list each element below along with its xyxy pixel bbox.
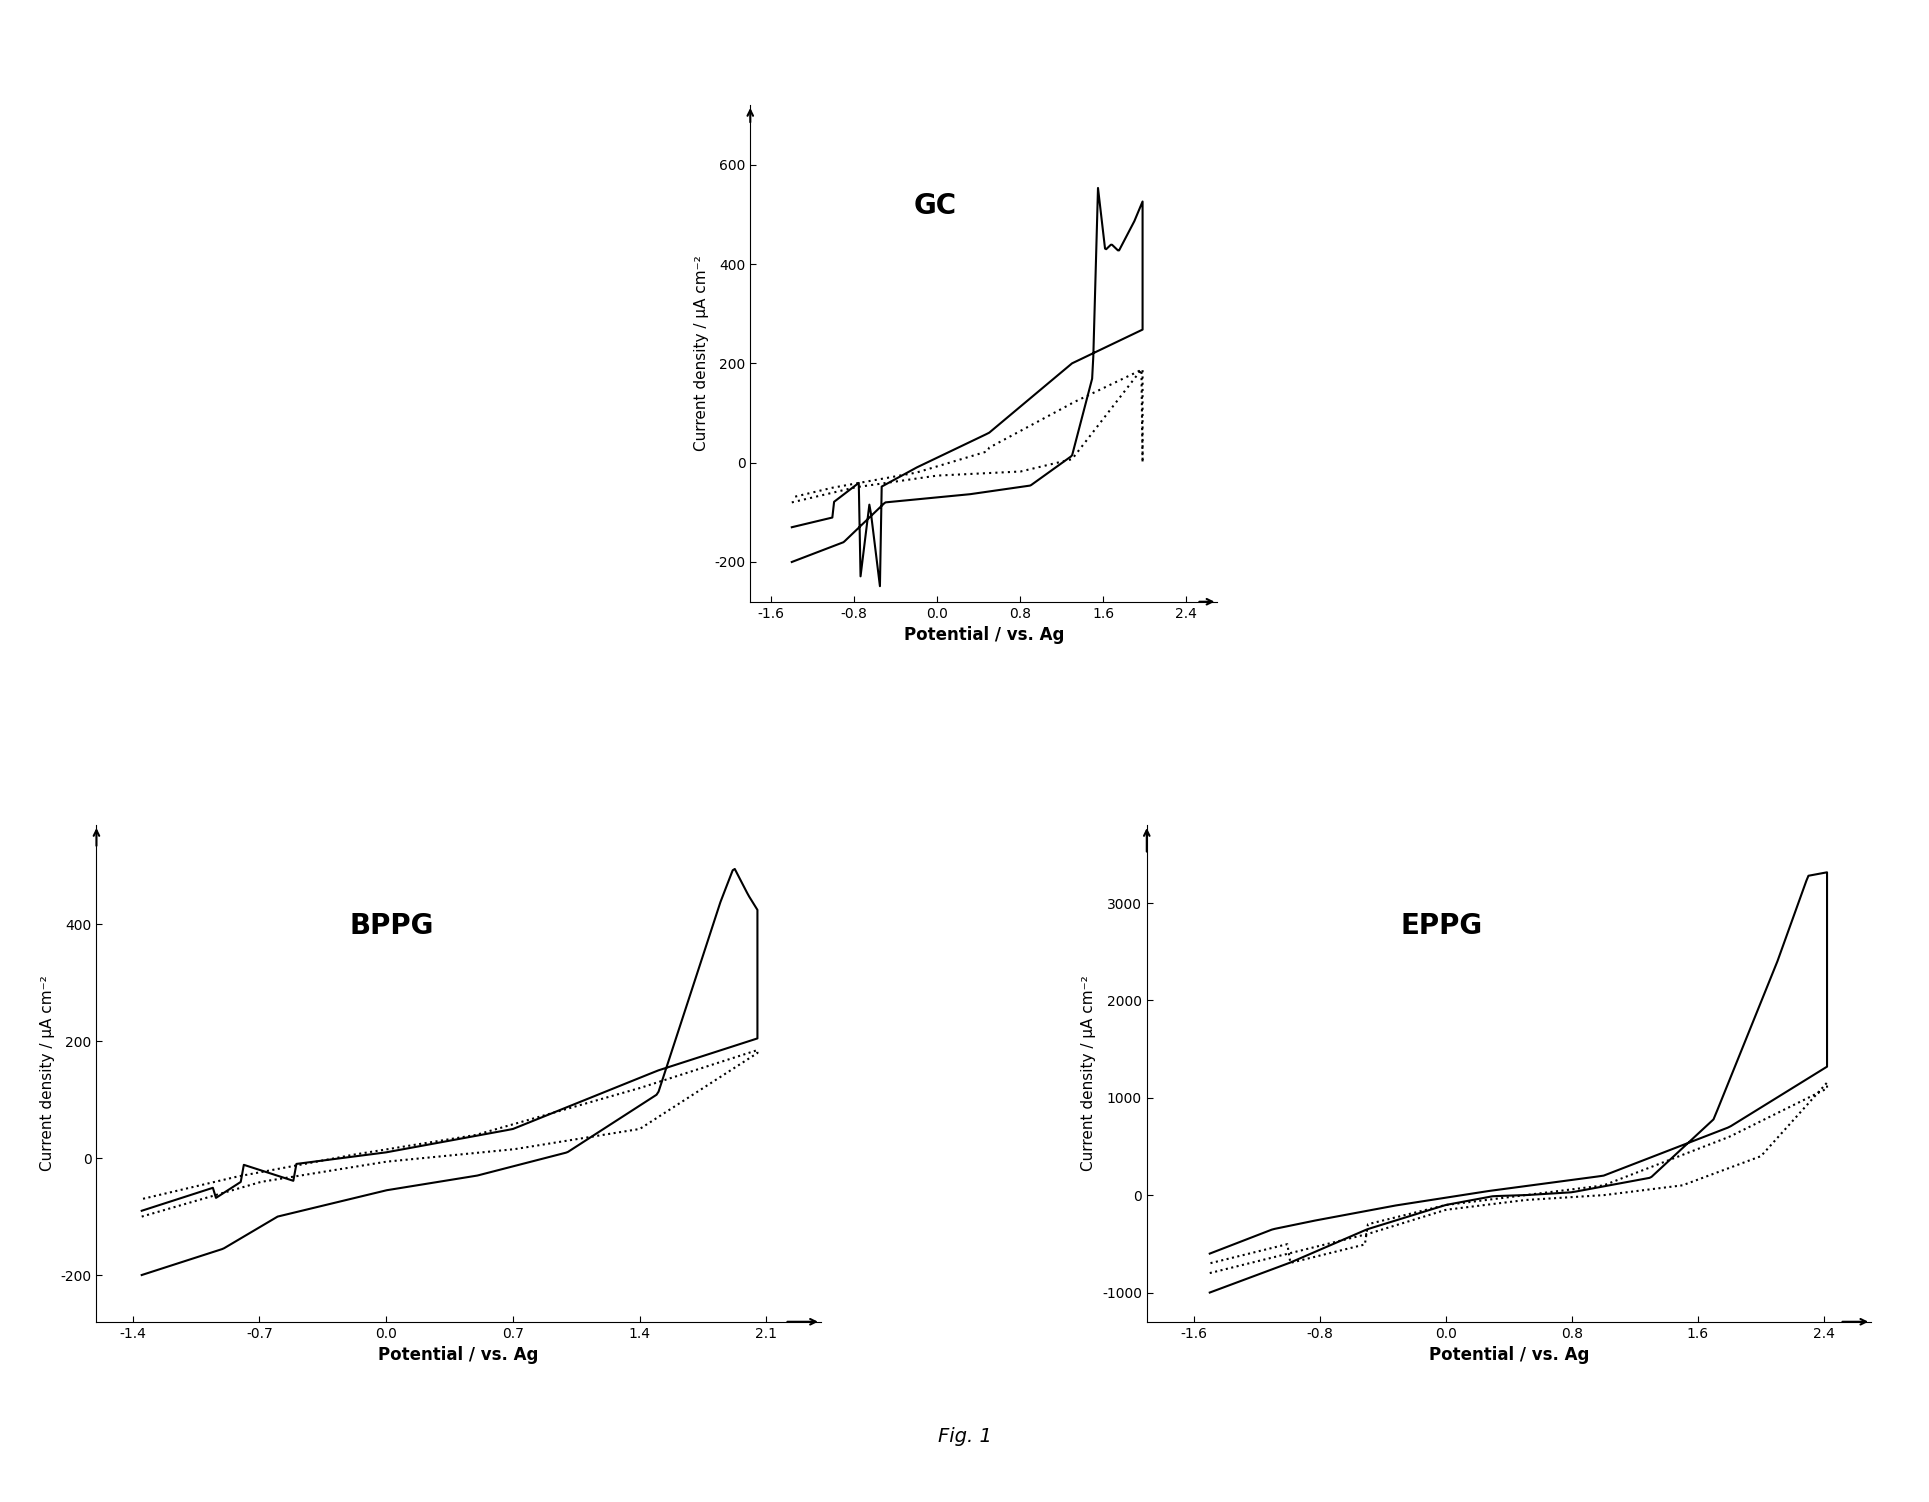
Y-axis label: Current density / μA cm⁻²: Current density / μA cm⁻²: [694, 255, 708, 451]
Y-axis label: Current density / μA cm⁻²: Current density / μA cm⁻²: [1082, 976, 1096, 1172]
X-axis label: Potential / vs. Ag: Potential / vs. Ag: [903, 626, 1065, 644]
Text: GC: GC: [914, 192, 957, 221]
Y-axis label: Current density / μA cm⁻²: Current density / μA cm⁻²: [41, 976, 54, 1172]
Text: EPPG: EPPG: [1400, 912, 1481, 940]
Text: Fig. 1: Fig. 1: [937, 1427, 992, 1446]
X-axis label: Potential / vs. Ag: Potential / vs. Ag: [1429, 1346, 1589, 1364]
Text: BPPG: BPPG: [349, 912, 434, 940]
X-axis label: Potential / vs. Ag: Potential / vs. Ag: [378, 1346, 538, 1364]
